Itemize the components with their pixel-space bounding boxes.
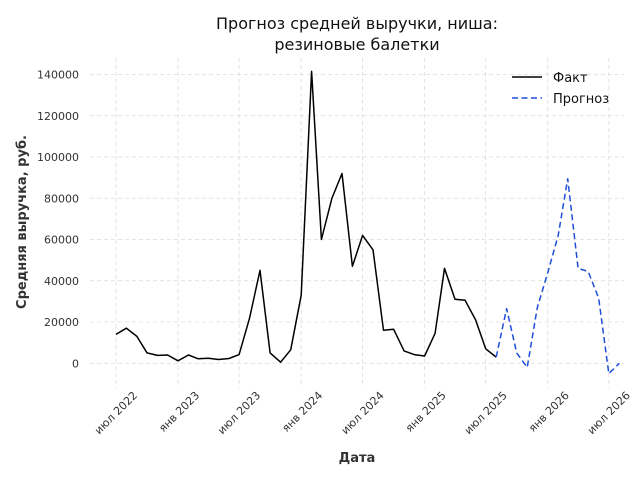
y-axis-label: Средняя выручка, руб.: [15, 135, 30, 309]
x-tick-label: июл 2022: [92, 389, 140, 437]
x-tick-label: июл 2024: [339, 389, 387, 437]
x-axis-label: Дата: [339, 451, 376, 466]
grid: [90, 58, 624, 388]
series-line-1: [495, 177, 620, 375]
y-tick-label: 0: [72, 357, 79, 370]
chart-title-line-1: Прогноз средней выручки, ниша:: [216, 14, 498, 33]
x-tick-label: янв 2023: [156, 389, 202, 435]
series-lines: [115, 70, 620, 375]
y-tick-label: 40000: [44, 275, 79, 288]
legend-label-1: Прогноз: [553, 92, 609, 107]
chart-title: Прогноз средней выручки, ниша: резиновые…: [216, 14, 498, 54]
x-tick-label: июл 2026: [585, 389, 633, 437]
y-tick-label: 80000: [44, 192, 79, 205]
y-tick-label: 20000: [44, 316, 79, 329]
y-tick-label: 140000: [37, 69, 79, 82]
x-tick-label: янв 2025: [403, 389, 449, 435]
x-axis-ticks: июл 2022 янв 2023 июл 2023 янв 2024 июл 2024…: [92, 389, 633, 437]
x-tick-label: янв 2026: [526, 389, 572, 435]
x-tick-label: июл 2025: [462, 389, 510, 437]
y-tick-label: 120000: [37, 110, 79, 123]
series-line-0: [115, 70, 497, 363]
x-tick-label: янв 2024: [279, 389, 325, 435]
legend: Факт Прогноз: [512, 71, 609, 107]
x-tick-label: июл 2023: [215, 389, 263, 437]
legend-label-0: Факт: [553, 71, 588, 86]
y-axis-ticks: 0 20000 40000 60000 80000 100000 120000 140000: [37, 69, 79, 371]
y-tick-label: 60000: [44, 234, 79, 247]
y-tick-label: 100000: [37, 151, 79, 164]
chart-title-line-2: резиновые балетки: [274, 35, 439, 54]
